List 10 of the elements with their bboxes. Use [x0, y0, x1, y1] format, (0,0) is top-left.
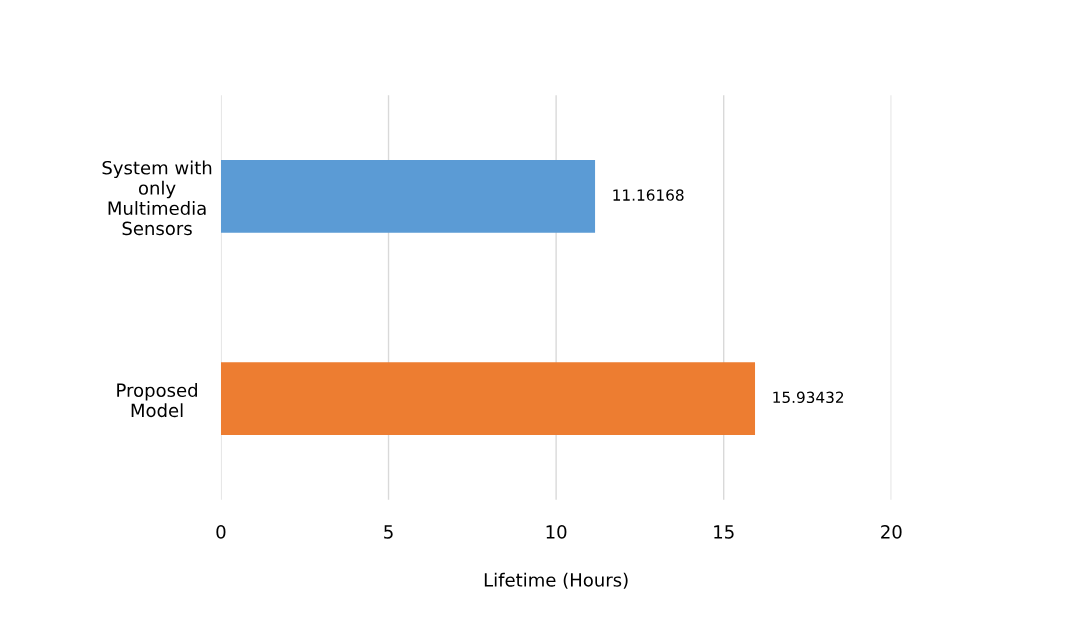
- x-axis-title: Lifetime (Hours): [484, 572, 628, 589]
- y-tick-label: System with only Multimedia Sensors: [102, 160, 212, 236]
- x-tick-label: 20: [881, 525, 902, 539]
- y-tick-label: Proposed Model: [117, 383, 197, 418]
- x-tick-label: 15: [714, 525, 734, 539]
- data-label: 11.16168: [613, 189, 684, 201]
- x-tick-label: 10: [546, 525, 567, 539]
- x-tick-label: 5: [384, 525, 393, 539]
- data-label: 15.93432: [773, 391, 844, 404]
- x-tick-label: 0: [216, 525, 226, 539]
